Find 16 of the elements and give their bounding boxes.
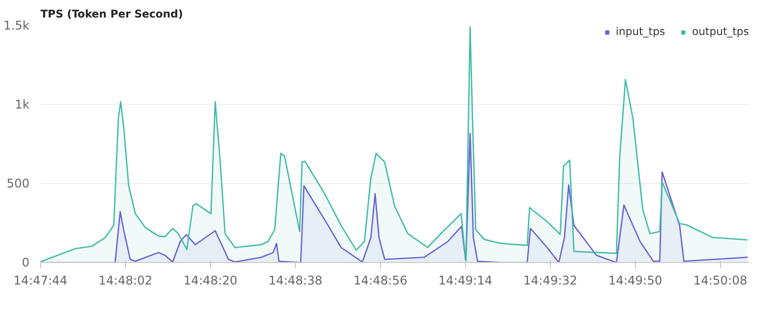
x-tick-label: 14:48:56 [353, 274, 408, 288]
x-tick-label: 14:49:32 [523, 274, 578, 288]
chart-title: TPS (Token Per Second) [40, 8, 183, 20]
y-tick-label: 1.5k [3, 18, 30, 32]
y-tick-label: 0 [22, 256, 30, 270]
x-tick-label: 14:47:44 [14, 274, 68, 288]
y-tick-label: 1k [14, 98, 30, 112]
x-tick-label: 14:50:08 [693, 274, 748, 288]
y-tick-label: 500 [6, 176, 30, 190]
x-tick-label: 14:48:38 [268, 274, 322, 288]
x-tick-label: 14:48:02 [98, 274, 152, 288]
legend-label: output_tps [692, 25, 749, 38]
x-tick-label: 14:48:20 [183, 274, 238, 288]
x-tick-label: 14:49:14 [438, 274, 492, 288]
x-tick-label: 14:49:50 [608, 274, 662, 288]
legend-label: input_tps [616, 25, 666, 38]
